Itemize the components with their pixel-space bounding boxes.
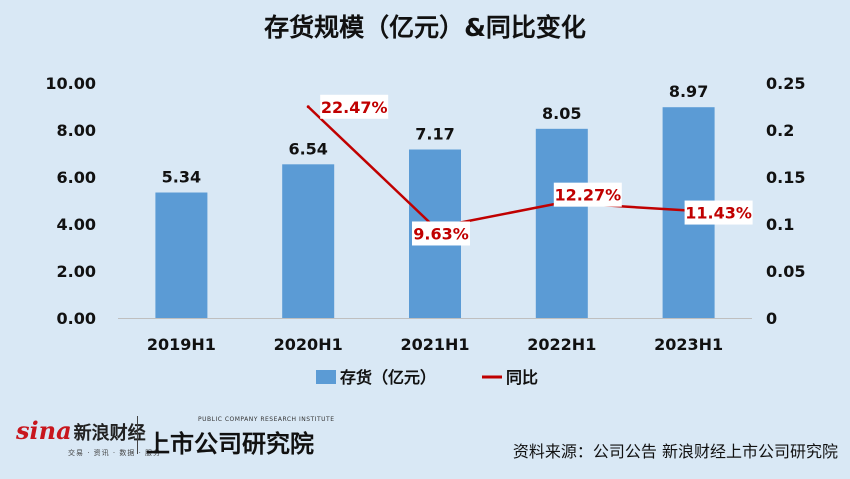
bar-value-label: 7.17 bbox=[415, 125, 454, 144]
sina-finance-logo: sina 新浪财经 交易 · 资讯 · 数据 · 服务 bbox=[16, 416, 160, 457]
y-left-tick-label: 0.00 bbox=[57, 309, 96, 328]
yoy-label-bg bbox=[684, 200, 753, 225]
x-tick-label: 2021H1 bbox=[400, 335, 469, 354]
logo-divider bbox=[137, 416, 138, 454]
legend-bar-label: 存货（亿元） bbox=[340, 368, 436, 387]
yoy-value-label: 11.43% bbox=[685, 204, 752, 223]
y-left-tick-label: 4.00 bbox=[57, 215, 96, 234]
y-left-tick-label: 2.00 bbox=[57, 262, 96, 281]
yoy-line bbox=[307, 105, 689, 229]
bar-value-label: 8.05 bbox=[542, 104, 581, 123]
sina-logo-word: sina bbox=[16, 416, 72, 445]
x-tick-label: 2019H1 bbox=[147, 335, 216, 354]
y-right-tick-label: 0.15 bbox=[766, 168, 805, 187]
x-tick-label: 2020H1 bbox=[274, 335, 343, 354]
y-right-tick-label: 0.05 bbox=[766, 262, 805, 281]
legend-bar-swatch bbox=[316, 370, 336, 384]
bar bbox=[155, 192, 208, 318]
bar-value-label: 5.34 bbox=[162, 168, 201, 187]
y-right-tick-label: 0.1 bbox=[766, 215, 794, 234]
bar-value-label: 8.97 bbox=[669, 82, 708, 101]
bar bbox=[282, 164, 335, 318]
y-left-tick-label: 6.00 bbox=[57, 168, 96, 187]
research-institute-logo: PUBLIC COMPANY RESEARCH INSTITUTE 上市公司研究… bbox=[146, 416, 334, 459]
y-left-tick-label: 8.00 bbox=[57, 121, 96, 140]
footer-logos: sina 新浪财经 交易 · 资讯 · 数据 · 服务 PUBLIC COMPAN… bbox=[0, 408, 420, 468]
yoy-label-bg bbox=[553, 182, 622, 207]
chart: 0.00 2.00 4.00 6.00 8.00 10.00 0 0.05 0.1 0.15 0.2… bbox=[45, 74, 805, 387]
x-tick-label: 2022H1 bbox=[527, 335, 596, 354]
legend-line-label: 同比 bbox=[506, 368, 538, 387]
sina-logo-sub: 交易 · 资讯 · 数据 · 服务 bbox=[68, 449, 162, 457]
yoy-label-bg bbox=[320, 94, 389, 119]
bar bbox=[535, 128, 588, 318]
sina-logo-cn: 新浪财经 bbox=[73, 423, 146, 444]
yoy-point bbox=[306, 105, 310, 109]
yoy-value-label: 22.47% bbox=[321, 98, 388, 117]
research-logo-cn: 上市公司研究院 bbox=[146, 430, 314, 458]
source-note: 资料来源：公司公告 新浪财经上市公司研究院 bbox=[512, 442, 838, 461]
y-left-tick-label: 10.00 bbox=[45, 74, 96, 93]
yoy-value-label: 12.27% bbox=[554, 186, 621, 205]
x-tick-label: 2023H1 bbox=[654, 335, 723, 354]
yoy-label-bg bbox=[412, 221, 470, 246]
y-right-tick-label: 0.2 bbox=[766, 121, 794, 140]
bar-value-label: 6.54 bbox=[288, 139, 327, 158]
chart-title: 存货规模（亿元）&同比变化 bbox=[264, 13, 586, 42]
yoy-value-label: 9.63% bbox=[413, 224, 469, 243]
y-right-tick-label: 0 bbox=[766, 309, 777, 328]
research-logo-en: PUBLIC COMPANY RESEARCH INSTITUTE bbox=[198, 416, 335, 423]
y-right-tick-label: 0.25 bbox=[766, 74, 805, 93]
